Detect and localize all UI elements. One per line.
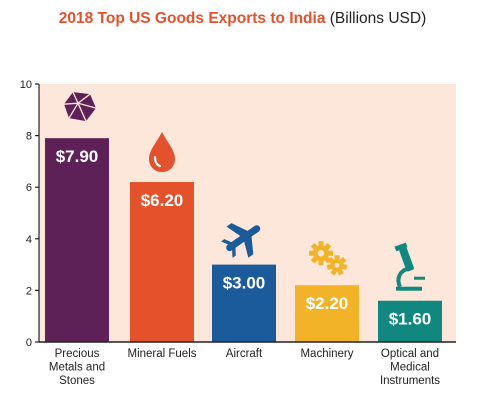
bar-value-label: $2.20 (306, 294, 349, 313)
chart-title: 2018 Top US Goods Exports to India (Bill… (0, 10, 485, 28)
x-tick-label: Precious Metals and Stones (49, 348, 105, 387)
bar (212, 264, 276, 342)
bar (130, 182, 194, 342)
gem-icon (63, 91, 97, 122)
bar-value-label: $6.20 (141, 191, 184, 210)
y-tick-label: 2 (26, 285, 32, 297)
y-tick-label: 8 (26, 131, 32, 143)
bar (378, 300, 442, 342)
bar (45, 138, 109, 342)
microscope-icon (394, 242, 425, 291)
chart-title-unit: (Billions USD) (329, 10, 427, 27)
bar-value-label: $3.00 (223, 274, 266, 293)
y-tick-label: 0 (26, 337, 32, 349)
gears-icon (309, 241, 348, 276)
bar (295, 285, 359, 342)
bar-value-label: $1.60 (389, 310, 432, 329)
oil-drop-icon (149, 132, 175, 173)
chart-title-main: 2018 Top US Goods Exports to India (58, 10, 326, 27)
x-tick-label: Mineral Fuels (127, 348, 196, 360)
y-tick-label: 10 (20, 79, 32, 91)
x-tick-label: Machinery (300, 348, 353, 360)
bar-value-label: $7.90 (56, 147, 99, 166)
y-tick-label: 6 (26, 182, 32, 194)
y-tick-label: 4 (26, 234, 32, 246)
airplane-icon (221, 223, 261, 258)
x-tick-label: Optical and Medical Instruments (380, 348, 440, 387)
x-tick-label: Aircraft (226, 348, 263, 360)
